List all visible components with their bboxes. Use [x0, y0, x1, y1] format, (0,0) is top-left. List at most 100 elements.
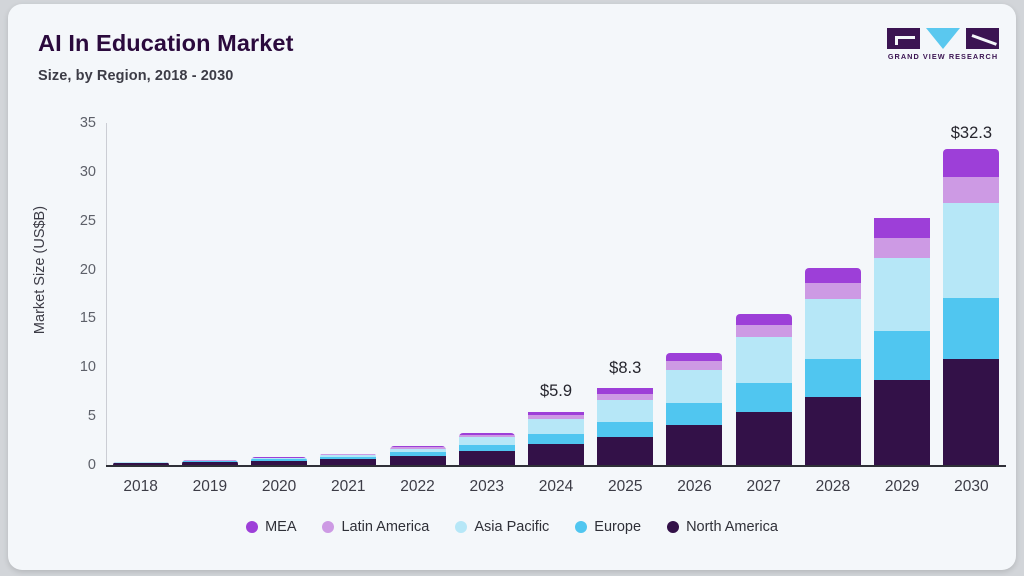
bar-segment-mea[interactable]: [735, 313, 792, 326]
x-axis-tick-label: 2030: [954, 478, 989, 495]
bar-segment-latin-america[interactable]: [597, 393, 654, 400]
bar-2029[interactable]: [874, 213, 931, 465]
bar-segment-north-america[interactable]: [735, 412, 792, 465]
bar-segment-north-america[interactable]: [320, 459, 377, 465]
bar-segment-north-america[interactable]: [804, 396, 861, 465]
bar-2021[interactable]: [320, 453, 377, 465]
bar-segment-europe[interactable]: [389, 452, 446, 457]
bar-segment-asia-pacific[interactable]: [874, 257, 931, 332]
legend-swatch-icon: [246, 521, 259, 533]
bar-segment-latin-america[interactable]: [666, 361, 723, 371]
legend-item-asia-pacific[interactable]: Asia Pacific: [455, 519, 549, 535]
y-axis-tick-label: 35: [79, 115, 96, 131]
logo-r-block-icon: [966, 28, 999, 49]
bar-segment-europe[interactable]: [597, 422, 654, 437]
bar-segment-latin-america[interactable]: [943, 176, 1000, 204]
bar-2018[interactable]: [112, 462, 169, 465]
bar-2027[interactable]: [735, 313, 792, 465]
bar-segment-north-america[interactable]: [528, 444, 584, 465]
bar-segment-latin-america[interactable]: [458, 434, 515, 437]
y-axis-tick-label: 10: [79, 359, 96, 376]
bar-2020[interactable]: [251, 457, 308, 465]
x-axis-tick-label: 2021: [331, 478, 366, 495]
bar-segment-europe[interactable]: [181, 461, 238, 463]
x-axis-tick-label: 2025: [607, 478, 643, 495]
bar-segment-mea[interactable]: [597, 388, 654, 394]
bar-segment-europe[interactable]: [804, 358, 861, 397]
bar-segment-mea[interactable]: [528, 411, 584, 416]
legend-label: North America: [686, 519, 778, 535]
bar-segment-asia-pacific[interactable]: [528, 419, 584, 434]
legend-swatch-icon: [575, 521, 588, 533]
bar-segment-asia-pacific[interactable]: [597, 399, 654, 423]
x-axis-tick-label: 2028: [815, 478, 851, 495]
legend-label: Europe: [594, 519, 642, 535]
bar-segment-asia-pacific[interactable]: [389, 448, 446, 453]
x-axis-tick-label: 2018: [123, 478, 158, 495]
bar-segment-north-america[interactable]: [389, 456, 446, 465]
logo-g-stem: [895, 36, 898, 45]
bar-segment-north-america[interactable]: [251, 460, 308, 465]
x-axis-tick-label: 2020: [261, 478, 297, 495]
bar-segment-europe[interactable]: [735, 382, 792, 413]
legend-swatch-icon: [667, 521, 680, 533]
bar-segment-north-america[interactable]: [874, 380, 931, 465]
bar-2022[interactable]: [389, 446, 446, 465]
bar-segment-europe[interactable]: [528, 433, 584, 445]
bar-segment-europe[interactable]: [666, 403, 723, 425]
bar-segment-mea[interactable]: [458, 432, 515, 435]
bar-segment-latin-america[interactable]: [735, 325, 792, 337]
bar-segment-mea[interactable]: [943, 149, 1000, 177]
bar-segment-europe[interactable]: [320, 456, 377, 460]
bar-segment-latin-america[interactable]: [320, 454, 377, 455]
bar-segment-europe[interactable]: [943, 297, 1000, 359]
bar-segment-north-america[interactable]: [666, 424, 723, 465]
x-axis-tick-label: 2027: [746, 478, 781, 495]
bar-segment-north-america[interactable]: [112, 463, 169, 465]
bar-segment-asia-pacific[interactable]: [181, 460, 238, 462]
bar-segment-asia-pacific[interactable]: [458, 436, 515, 445]
bar-2023[interactable]: [458, 432, 515, 465]
x-axis-tick-label: 2024: [538, 478, 574, 495]
bar-value-label: $8.3: [609, 358, 642, 377]
bar-segment-asia-pacific[interactable]: [320, 454, 377, 457]
legend-item-europe[interactable]: Europe: [575, 519, 641, 535]
bar-segment-latin-america[interactable]: [389, 447, 446, 449]
y-axis-line: [106, 123, 107, 465]
legend-item-mea[interactable]: MEA: [246, 519, 296, 535]
y-axis-tick-label: 30: [79, 163, 96, 180]
logo-v-triangle-icon: [926, 28, 960, 49]
bar-segment-asia-pacific[interactable]: [735, 337, 792, 383]
bar-segment-europe[interactable]: [874, 331, 931, 380]
bar-segment-asia-pacific[interactable]: [251, 457, 308, 460]
bar-segment-latin-america[interactable]: [804, 283, 861, 299]
bar-segment-latin-america[interactable]: [528, 415, 584, 420]
bar-segment-mea[interactable]: [320, 453, 377, 455]
bar-2026[interactable]: [666, 353, 723, 465]
bar-segment-mea[interactable]: [666, 353, 723, 362]
bar-segment-mea[interactable]: [804, 267, 861, 284]
bar-segment-north-america[interactable]: [181, 462, 238, 465]
bar-segment-mea[interactable]: [874, 217, 931, 239]
bar-segment-asia-pacific[interactable]: [666, 370, 723, 404]
bar-2028[interactable]: [804, 267, 861, 465]
bar-segment-north-america[interactable]: [597, 436, 654, 465]
bar-2019[interactable]: [181, 460, 238, 465]
legend-label: Asia Pacific: [474, 519, 550, 535]
bar-2025[interactable]: [597, 384, 654, 465]
bar-segment-mea[interactable]: [389, 446, 446, 448]
y-axis-label: Market Size (US$B): [32, 205, 48, 335]
bar-segment-europe[interactable]: [458, 444, 515, 452]
bar-segment-asia-pacific[interactable]: [943, 203, 1000, 298]
bar-2030[interactable]: [943, 149, 1000, 465]
bar-2024[interactable]: [528, 407, 584, 465]
bar-segment-europe[interactable]: [251, 459, 308, 461]
bar-segment-latin-america[interactable]: [874, 238, 931, 258]
y-axis-tick-label: 5: [87, 408, 96, 425]
bar-segment-asia-pacific[interactable]: [804, 298, 861, 359]
bar-segment-north-america[interactable]: [943, 358, 1000, 465]
bar-segment-north-america[interactable]: [458, 451, 515, 465]
legend-item-north-america[interactable]: North America: [667, 519, 778, 535]
y-axis-tick-label: 20: [79, 261, 96, 278]
legend-item-latin-america[interactable]: Latin America: [322, 519, 429, 535]
